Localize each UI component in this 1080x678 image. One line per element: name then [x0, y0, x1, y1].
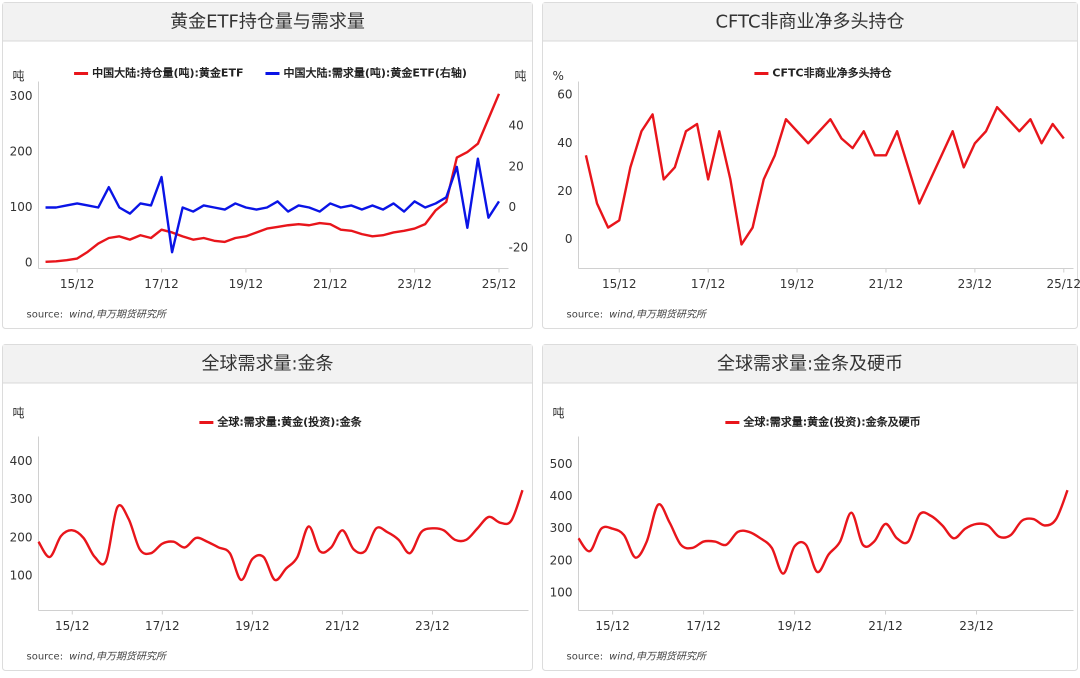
x-tick-label: 23/12	[415, 619, 450, 633]
y-tick-label: 0	[25, 255, 33, 269]
y-axis-unit: 吨	[553, 406, 565, 420]
x-tick-label: 17/12	[144, 277, 179, 291]
legend-label: 全球:需求量:黄金(投资):金条	[216, 415, 362, 429]
y-tick-label: 60	[557, 88, 572, 102]
chart-title: 黄金ETF持仓量与需求量	[170, 12, 365, 33]
legend-label: 中国大陆:持仓量(吨):黄金ETF	[92, 66, 243, 80]
x-tick-label: 25/12	[482, 277, 517, 291]
y-tick-label: 300	[10, 492, 33, 506]
source-prefix: source:	[567, 652, 604, 663]
x-tick-label: 23/12	[958, 277, 993, 291]
y-tick-label: 100	[10, 569, 33, 583]
legend: CFTC非商业净多头持仓	[754, 66, 892, 80]
x-tick-label: 17/12	[145, 619, 180, 633]
y2-tick-label: 0	[509, 200, 517, 214]
x-tick-label: 21/12	[313, 277, 348, 291]
y-tick-label: 300	[550, 521, 573, 535]
chart-panel: CFTC非商业净多头持仓% 0 20 40 60 15/12 17/12 19/12 21/12…	[543, 3, 1080, 329]
y2-tick-label: 40	[509, 119, 524, 133]
y-tick-label: 0	[565, 232, 573, 246]
y-axis-unit: %	[553, 69, 564, 83]
chart-title: CFTC非商业净多头持仓	[715, 12, 904, 33]
legend-label: CFTC非商业净多头持仓	[772, 66, 892, 80]
x-tick-label: 21/12	[868, 619, 903, 633]
y2-axis-unit: 吨	[515, 69, 527, 83]
y-axis-unit: 吨	[13, 406, 25, 420]
y-tick-label: 200	[10, 145, 33, 159]
x-tick-label: 15/12	[60, 277, 95, 291]
y-tick-label: 200	[550, 553, 573, 567]
legend-label: 全球:需求量:黄金(投资):金条及硬币	[742, 415, 920, 429]
chart-title: 全球需求量:金条及硬币	[717, 354, 903, 375]
y-tick-label: 200	[10, 530, 33, 544]
source: wind,申万期货研究所	[609, 309, 708, 321]
legend: 全球:需求量:黄金(投资):金条及硬币	[725, 415, 920, 429]
x-tick-label: 15/12	[595, 619, 630, 633]
y-tick-label: 300	[10, 89, 33, 103]
x-tick-label: 19/12	[777, 619, 812, 633]
x-tick-label: 21/12	[869, 277, 904, 291]
x-tick-label: 23/12	[959, 619, 994, 633]
y2-tick-label: -20	[509, 241, 529, 255]
x-tick-label: 23/12	[397, 277, 432, 291]
chart-panel: 全球需求量:金条吨 100 200 300 400 15/12 17/12 19/12 21/1…	[3, 345, 533, 671]
y-tick-label: 100	[550, 585, 573, 599]
x-tick-label: 19/12	[780, 277, 815, 291]
source: wind,申万期货研究所	[609, 651, 708, 663]
y-tick-label: 400	[10, 454, 33, 468]
legend-label: 中国大陆:需求量(吨):黄金ETF(右轴)	[283, 66, 466, 80]
x-tick-label: 19/12	[229, 277, 264, 291]
x-tick-label: 17/12	[691, 277, 726, 291]
x-tick-label: 25/12	[1046, 277, 1080, 291]
y-tick-label: 100	[10, 200, 33, 214]
x-tick-label: 15/12	[55, 619, 90, 633]
y-axis-unit: 吨	[13, 69, 25, 83]
y-tick-label: 20	[557, 184, 572, 198]
source: wind,申万期货研究所	[69, 309, 168, 321]
y-tick-label: 500	[550, 457, 573, 471]
source-prefix: source:	[27, 652, 64, 663]
source-prefix: source:	[567, 310, 604, 321]
x-tick-label: 19/12	[235, 619, 270, 633]
y2-tick-label: 20	[509, 159, 524, 173]
chart-title: 全球需求量:金条	[201, 354, 333, 375]
source-prefix: source:	[27, 310, 64, 321]
y-tick-label: 400	[550, 489, 573, 503]
x-tick-label: 15/12	[602, 277, 637, 291]
y-tick-label: 40	[557, 136, 572, 150]
x-tick-label: 21/12	[325, 619, 360, 633]
source: wind,申万期货研究所	[69, 651, 168, 663]
legend: 全球:需求量:黄金(投资):金条	[199, 415, 362, 429]
x-tick-label: 17/12	[686, 619, 721, 633]
